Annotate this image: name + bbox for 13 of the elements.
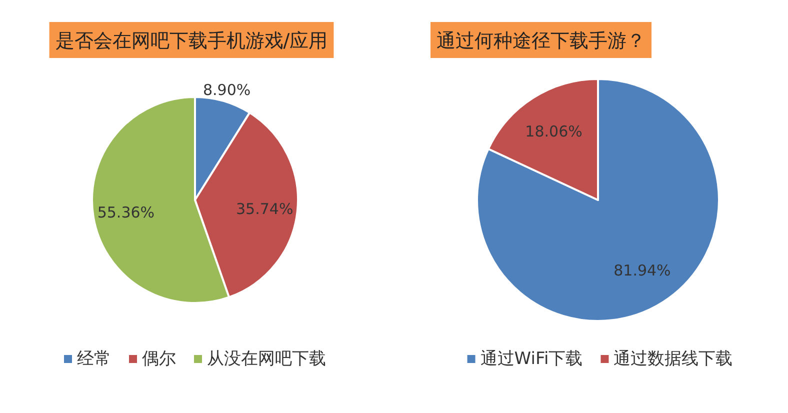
chart-title: 是否会在网吧下载手机游戏/应用: [55, 30, 328, 52]
legend-label: 通过WiFi下载: [480, 349, 583, 369]
legend-label: 通过数据线下载: [614, 349, 733, 369]
pie-slice: [476, 78, 720, 322]
data-label: 18.06%: [525, 122, 582, 141]
data-label: 8.90%: [203, 81, 251, 100]
data-label: 81.94%: [614, 261, 671, 280]
chart-title: 通过何种途径下载手游？: [436, 30, 646, 52]
legend-label: 从没在网吧下载: [207, 349, 326, 369]
legend-label: 经常: [77, 349, 111, 369]
data-label: 35.74%: [236, 200, 294, 218]
legend-label: 偶尔: [142, 349, 176, 369]
data-label: 55.36%: [97, 204, 155, 222]
